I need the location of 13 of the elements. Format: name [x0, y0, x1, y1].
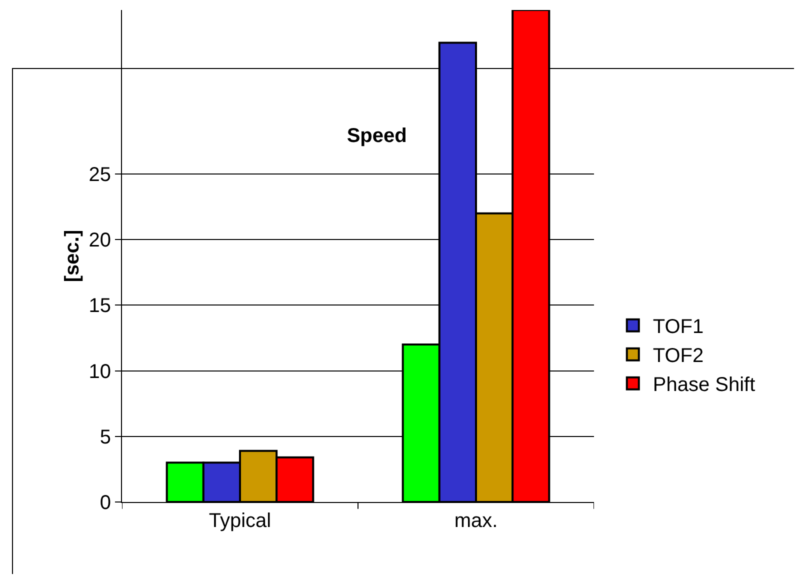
y-tick-label: 5: [100, 426, 111, 448]
y-tick-label: 0: [100, 492, 111, 514]
y-tick-label: 25: [88, 164, 111, 186]
x-tick-label: max.: [454, 510, 498, 532]
legend-label: Phase Shift: [652, 374, 756, 396]
y-tick-label: 10: [88, 360, 111, 383]
y-tick-label: 15: [88, 295, 111, 318]
text: Speed: [346, 125, 407, 147]
y-tick-label: 20: [88, 230, 111, 252]
y-axis-title: [sec.]: [61, 230, 84, 282]
legend-label: TOF2: [652, 345, 704, 368]
legend-label: TOF1: [652, 316, 704, 338]
x-tick-label: Typical: [208, 510, 272, 532]
